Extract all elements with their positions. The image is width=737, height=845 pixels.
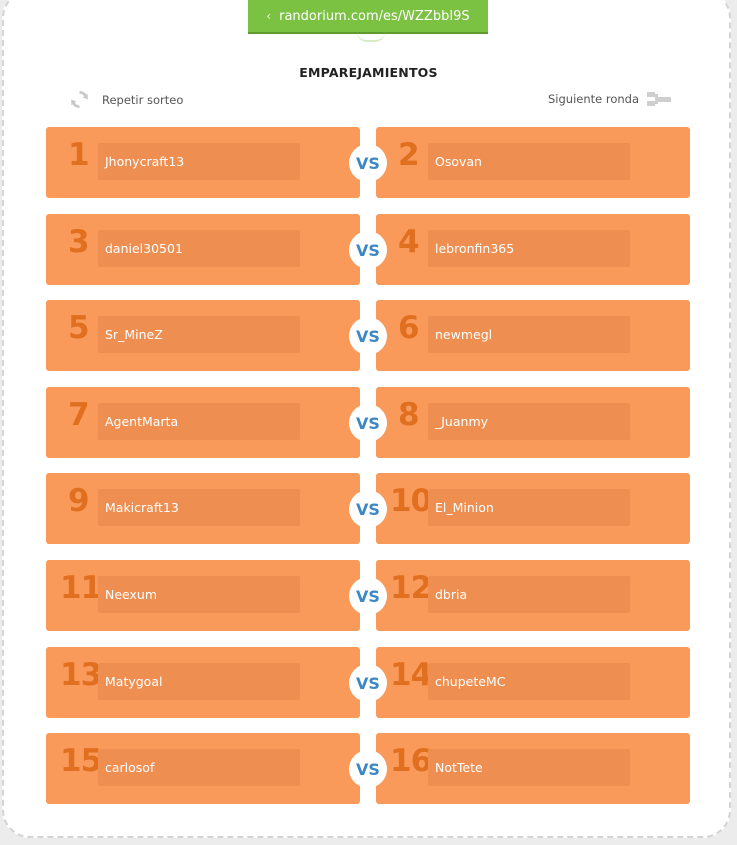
participant-card-left: 1 Jhonycraft13	[46, 127, 360, 198]
vs-badge: VS	[349, 317, 387, 355]
vs-badge: VS	[349, 577, 387, 615]
participant-name[interactable]: carlosof	[98, 749, 300, 786]
participant-name[interactable]: dbria	[428, 576, 630, 613]
participant-name[interactable]: chupeteMC	[428, 663, 630, 700]
seed-number: 7	[68, 397, 90, 433]
bracket-icon	[647, 92, 672, 106]
participant-card-right: 14 chupeteMC	[376, 647, 690, 718]
seed-number: 14	[390, 657, 432, 693]
participant-name[interactable]: NotTete	[428, 749, 630, 786]
seed-number: 1	[68, 137, 90, 173]
vs-badge: VS	[349, 231, 387, 269]
vs-badge: VS	[349, 750, 387, 788]
share-icon[interactable]: ‹	[266, 9, 272, 23]
vs-badge: VS	[349, 490, 387, 528]
vs-badge: VS	[349, 664, 387, 702]
participant-card-left: 7 AgentMarta	[46, 387, 360, 458]
refresh-icon	[71, 90, 88, 109]
seed-number: 8	[398, 397, 420, 433]
seed-number: 4	[398, 224, 420, 260]
repeat-draw-label: Repetir sorteo	[102, 92, 184, 107]
seed-number: 5	[68, 310, 90, 346]
participant-card-right: 4 lebronfin365	[376, 214, 690, 285]
participant-card-left: 15 carlosof	[46, 733, 360, 804]
participant-card-left: 13 Matygoal	[46, 647, 360, 718]
participant-name[interactable]: daniel30501	[98, 230, 300, 267]
seed-number: 10	[390, 483, 432, 519]
participant-card-left: 5 Sr_MineZ	[46, 300, 360, 371]
participant-name[interactable]: Matygoal	[98, 663, 300, 700]
share-url[interactable]: randorium.com/es/WZZbbI9S	[279, 8, 470, 24]
seed-number: 2	[398, 137, 420, 173]
participant-card-left: 9 Makicraft13	[46, 473, 360, 544]
participant-name[interactable]: Sr_MineZ	[98, 316, 300, 353]
vs-badge: VS	[349, 404, 387, 442]
participant-card-right: 12 dbria	[376, 560, 690, 631]
participant-name[interactable]: Osovan	[428, 143, 630, 180]
seed-number: 12	[390, 570, 432, 606]
seed-number: 3	[68, 224, 90, 260]
participant-name[interactable]: Neexum	[98, 576, 300, 613]
participant-card-left: 3 daniel30501	[46, 214, 360, 285]
participant-name[interactable]: lebronfin365	[428, 230, 630, 267]
banner-decoration	[357, 32, 385, 42]
participant-name[interactable]: El_Minion	[428, 489, 630, 526]
page-title: EMPAREJAMIENTOS	[299, 65, 438, 80]
participant-name[interactable]: Makicraft13	[98, 489, 300, 526]
share-url-banner[interactable]: ‹ randorium.com/es/WZZbbI9S	[248, 0, 488, 32]
participant-card-left: 11 Neexum	[46, 560, 360, 631]
repeat-draw-button[interactable]: Repetir sorteo	[70, 90, 183, 109]
participant-name[interactable]: _Juanmy	[428, 403, 630, 440]
participant-card-right: 6 newmegl	[376, 300, 690, 371]
participant-card-right: 16 NotTete	[376, 733, 690, 804]
seed-number: 15	[60, 743, 102, 779]
seed-number: 9	[68, 483, 90, 519]
seed-number: 6	[398, 310, 420, 346]
seed-number: 13	[60, 657, 102, 693]
participant-name[interactable]: AgentMarta	[98, 403, 300, 440]
seed-number: 16	[390, 743, 432, 779]
seed-number: 11	[60, 570, 102, 606]
participant-card-right: 10 El_Minion	[376, 473, 690, 544]
next-round-label: Siguiente ronda	[548, 92, 640, 106]
participant-card-right: 2 Osovan	[376, 127, 690, 198]
participant-name[interactable]: Jhonycraft13	[98, 143, 300, 180]
vs-badge: VS	[349, 144, 387, 182]
next-round-button[interactable]: Siguiente ronda	[548, 92, 672, 106]
participant-name[interactable]: newmegl	[428, 316, 630, 353]
participant-card-right: 8 _Juanmy	[376, 387, 690, 458]
